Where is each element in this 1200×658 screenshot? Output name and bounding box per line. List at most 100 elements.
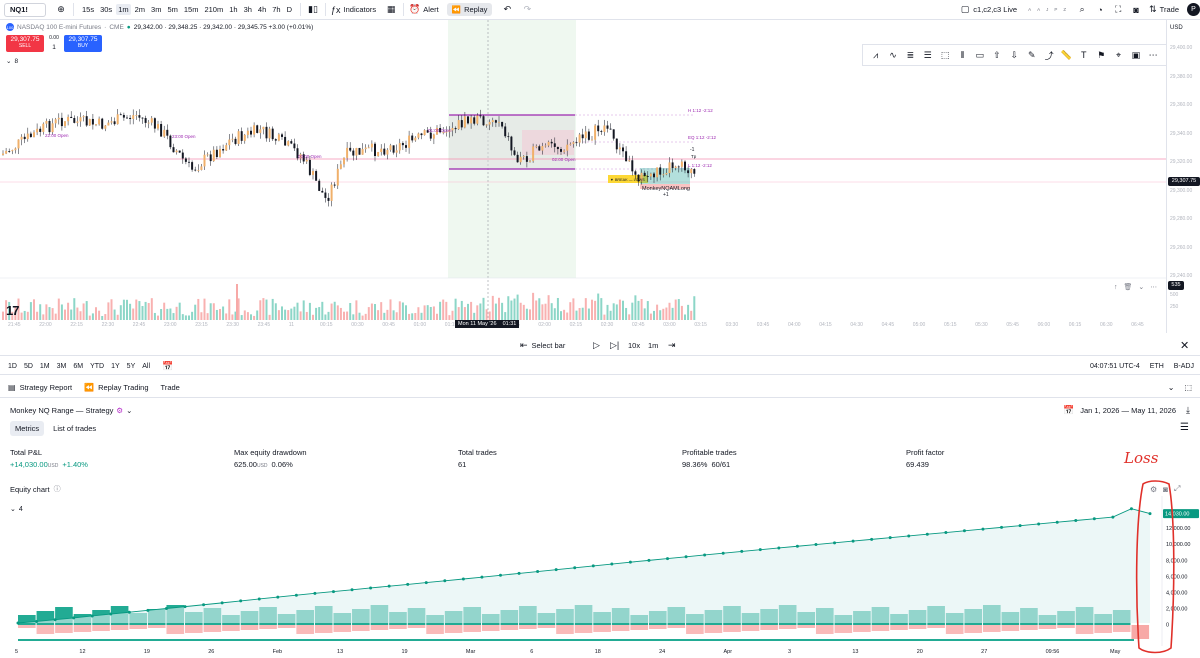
clock-icon[interactable]: ◔: [1097, 4, 1103, 15]
calendar-range-icon[interactable]: 📅: [162, 360, 174, 371]
timeframe-1h[interactable]: 1h: [229, 5, 238, 14]
settings-gear-icon[interactable]: ⚙: [1150, 484, 1158, 494]
trend-wave-icon[interactable]: ∿: [889, 49, 897, 60]
expand-icon[interactable]: ⤢: [1174, 484, 1181, 493]
tab-strategy-report[interactable]: ▤ Strategy Report: [8, 383, 72, 392]
arrow-up-icon[interactable]: ↑: [1114, 283, 1118, 291]
image-icon[interactable]: ▣: [1131, 49, 1141, 60]
fib-lines-icon[interactable]: ≣: [906, 49, 915, 60]
timeframe-210m[interactable]: 210m: [204, 5, 224, 14]
tab-replay-trading[interactable]: ⏪ Replay Trading: [84, 383, 148, 392]
info-icon[interactable]: ⓘ: [53, 486, 61, 493]
text-icon[interactable]: T: [1081, 50, 1087, 60]
indicators-collapse[interactable]: ⌄ 8: [6, 57, 18, 66]
sell-button[interactable]: 29,307.75 SELL: [6, 35, 44, 52]
date-range-button[interactable]: Jan 1, 2026 — May 11, 2026: [1080, 405, 1177, 415]
pin-icon[interactable]: ⌖: [1115, 49, 1122, 60]
jump-to-realtime-icon[interactable]: ⇥: [668, 340, 676, 350]
tab-metrics[interactable]: Metrics: [10, 420, 45, 436]
range-1y[interactable]: 1Y: [111, 362, 120, 370]
chevron-down-icon[interactable]: ⌄: [1138, 284, 1145, 291]
time-axis[interactable]: 21:45 22:00 22:15 22:30 22:45 23:00 23:15 23:30…: [0, 320, 1166, 332]
range-ytd[interactable]: YTD: [90, 362, 105, 370]
strategy-name[interactable]: Monkey NQ Range — Strategy: [10, 405, 114, 415]
compare-plus-icon[interactable]: ⊕: [57, 4, 65, 14]
timeframe-3m[interactable]: 3m: [151, 5, 162, 14]
timeframe-7h[interactable]: 7h: [272, 5, 281, 14]
range-1d[interactable]: 1D: [8, 362, 17, 370]
trash-icon[interactable]: 🗑: [1123, 284, 1133, 291]
templates-grid-icon[interactable]: ▦: [386, 4, 396, 14]
trade-button[interactable]: ⇅ Trade: [1149, 4, 1179, 15]
timeframe-15s[interactable]: 15s: [82, 5, 95, 14]
range-3m[interactable]: 3M: [56, 362, 67, 370]
brush-icon[interactable]: ✎: [1027, 49, 1036, 60]
range-6m[interactable]: 6M: [73, 362, 84, 370]
fullscreen-icon[interactable]: ⛶: [1114, 4, 1122, 14]
redo-icon[interactable]: ↷: [523, 4, 532, 14]
layout-letter[interactable]: P: [1054, 7, 1058, 12]
timeframe-4h[interactable]: 4h: [257, 5, 267, 14]
equity-chart-svg[interactable]: 14,000.0012,000.0010,000.008,000.006,000…: [0, 496, 1200, 658]
adjustment-toggle[interactable]: B-ADJ: [1173, 362, 1194, 370]
chevron-down-icon[interactable]: ⌄: [1167, 383, 1175, 392]
indicators-button[interactable]: ƒx Indicators: [331, 5, 376, 15]
step-forward-icon[interactable]: ▷|: [610, 340, 620, 350]
candlestick-chart[interactable]: H 1:12 -2:12 EQ 1:12 -2:12 L 1:12 -2:12 22:…: [0, 20, 1166, 333]
timeframe-1m[interactable]: 1m: [116, 4, 131, 15]
replay-interval[interactable]: 1m: [648, 341, 659, 350]
arrow-down-outline-icon[interactable]: ⇩: [1010, 49, 1019, 60]
maximize-panel-icon[interactable]: ⬚: [1184, 383, 1192, 392]
avatar[interactable]: P: [1187, 3, 1200, 16]
range-5y[interactable]: 5Y: [126, 362, 136, 370]
session-toggle[interactable]: ETH: [1149, 362, 1164, 370]
range-all[interactable]: All: [142, 362, 151, 370]
play-icon[interactable]: ▷: [593, 340, 600, 350]
layout-letter[interactable]: A: [1028, 7, 1032, 12]
more-icon[interactable]: ⋯: [1148, 49, 1158, 60]
tab-list-of-trades[interactable]: List of trades: [48, 421, 101, 436]
close-icon[interactable]: ✕: [1180, 340, 1190, 352]
clock-readout[interactable]: 04:07:51 UTC-4: [1089, 362, 1140, 370]
search-settings-icon[interactable]: ⌕: [1079, 4, 1085, 14]
layout-letter[interactable]: J: [1046, 7, 1049, 12]
table-view-icon[interactable]: ☰: [1180, 422, 1189, 433]
range-5d[interactable]: 5D: [23, 362, 33, 370]
bar-style-candles-icon[interactable]: ▮▯: [308, 4, 318, 14]
select-bar-button[interactable]: ⇤ Select bar: [520, 340, 565, 351]
symbol-search-button[interactable]: NQ1!: [4, 2, 46, 17]
alert-button[interactable]: ⏰ Alert: [409, 4, 439, 15]
range-1m[interactable]: 1M: [39, 362, 50, 370]
camera-icon[interactable]: ◙: [1163, 484, 1169, 494]
timeframe-15m[interactable]: 15m: [183, 5, 199, 14]
price-scale[interactable]: USD 29,400.00 29,380.00 29,360.00 29,340.00…: [1166, 20, 1200, 333]
buy-button[interactable]: 29,307.75 BUY: [64, 35, 102, 52]
undo-icon[interactable]: ↶: [503, 4, 512, 14]
timeframe-D[interactable]: D: [286, 5, 293, 14]
ruler-icon[interactable]: 📏: [1060, 49, 1073, 60]
layout-selector[interactable]: ▢ c1,c2,c3 Live: [961, 4, 1017, 15]
signpost-icon[interactable]: ⚑: [1097, 49, 1106, 60]
zigzag-pattern-icon[interactable]: ⩘: [873, 49, 879, 60]
rectangle-icon[interactable]: ▭: [975, 49, 984, 60]
equity-scale-toggle[interactable]: ⌄ 4: [10, 505, 23, 514]
timeframe-2m[interactable]: 2m: [134, 5, 146, 14]
layout-letter[interactable]: Z: [1063, 7, 1067, 12]
replay-speed[interactable]: 10x: [628, 341, 641, 350]
calendar-icon[interactable]: 📅: [1063, 404, 1075, 415]
rectangle-select-icon[interactable]: ⬚: [940, 49, 950, 60]
snapshot-camera-icon[interactable]: ◙: [1133, 4, 1139, 15]
timeframe-30s[interactable]: 30s: [100, 5, 113, 14]
timeframe-3h[interactable]: 3h: [243, 5, 252, 14]
more-icon[interactable]: ⋯: [1150, 284, 1158, 291]
hamburger-lines-icon[interactable]: ☰: [923, 49, 932, 60]
replay-button[interactable]: ⏪ Replay: [446, 3, 493, 16]
bars-pattern-icon[interactable]: ⫴: [960, 49, 965, 60]
price-chart[interactable]: H 1:12 -2:12 EQ 1:12 -2:12 L 1:12 -2:12 22:…: [0, 20, 1200, 333]
timeframe-5m[interactable]: 5m: [167, 5, 178, 14]
layout-letter[interactable]: A: [1037, 7, 1041, 12]
export-download-icon[interactable]: ⤓: [1186, 404, 1190, 415]
arrow-up-outline-icon[interactable]: ⇧: [993, 49, 1001, 60]
chevron-down-icon[interactable]: ⌄: [126, 405, 133, 415]
strategy-settings-icon[interactable]: ⚙: [116, 405, 124, 415]
